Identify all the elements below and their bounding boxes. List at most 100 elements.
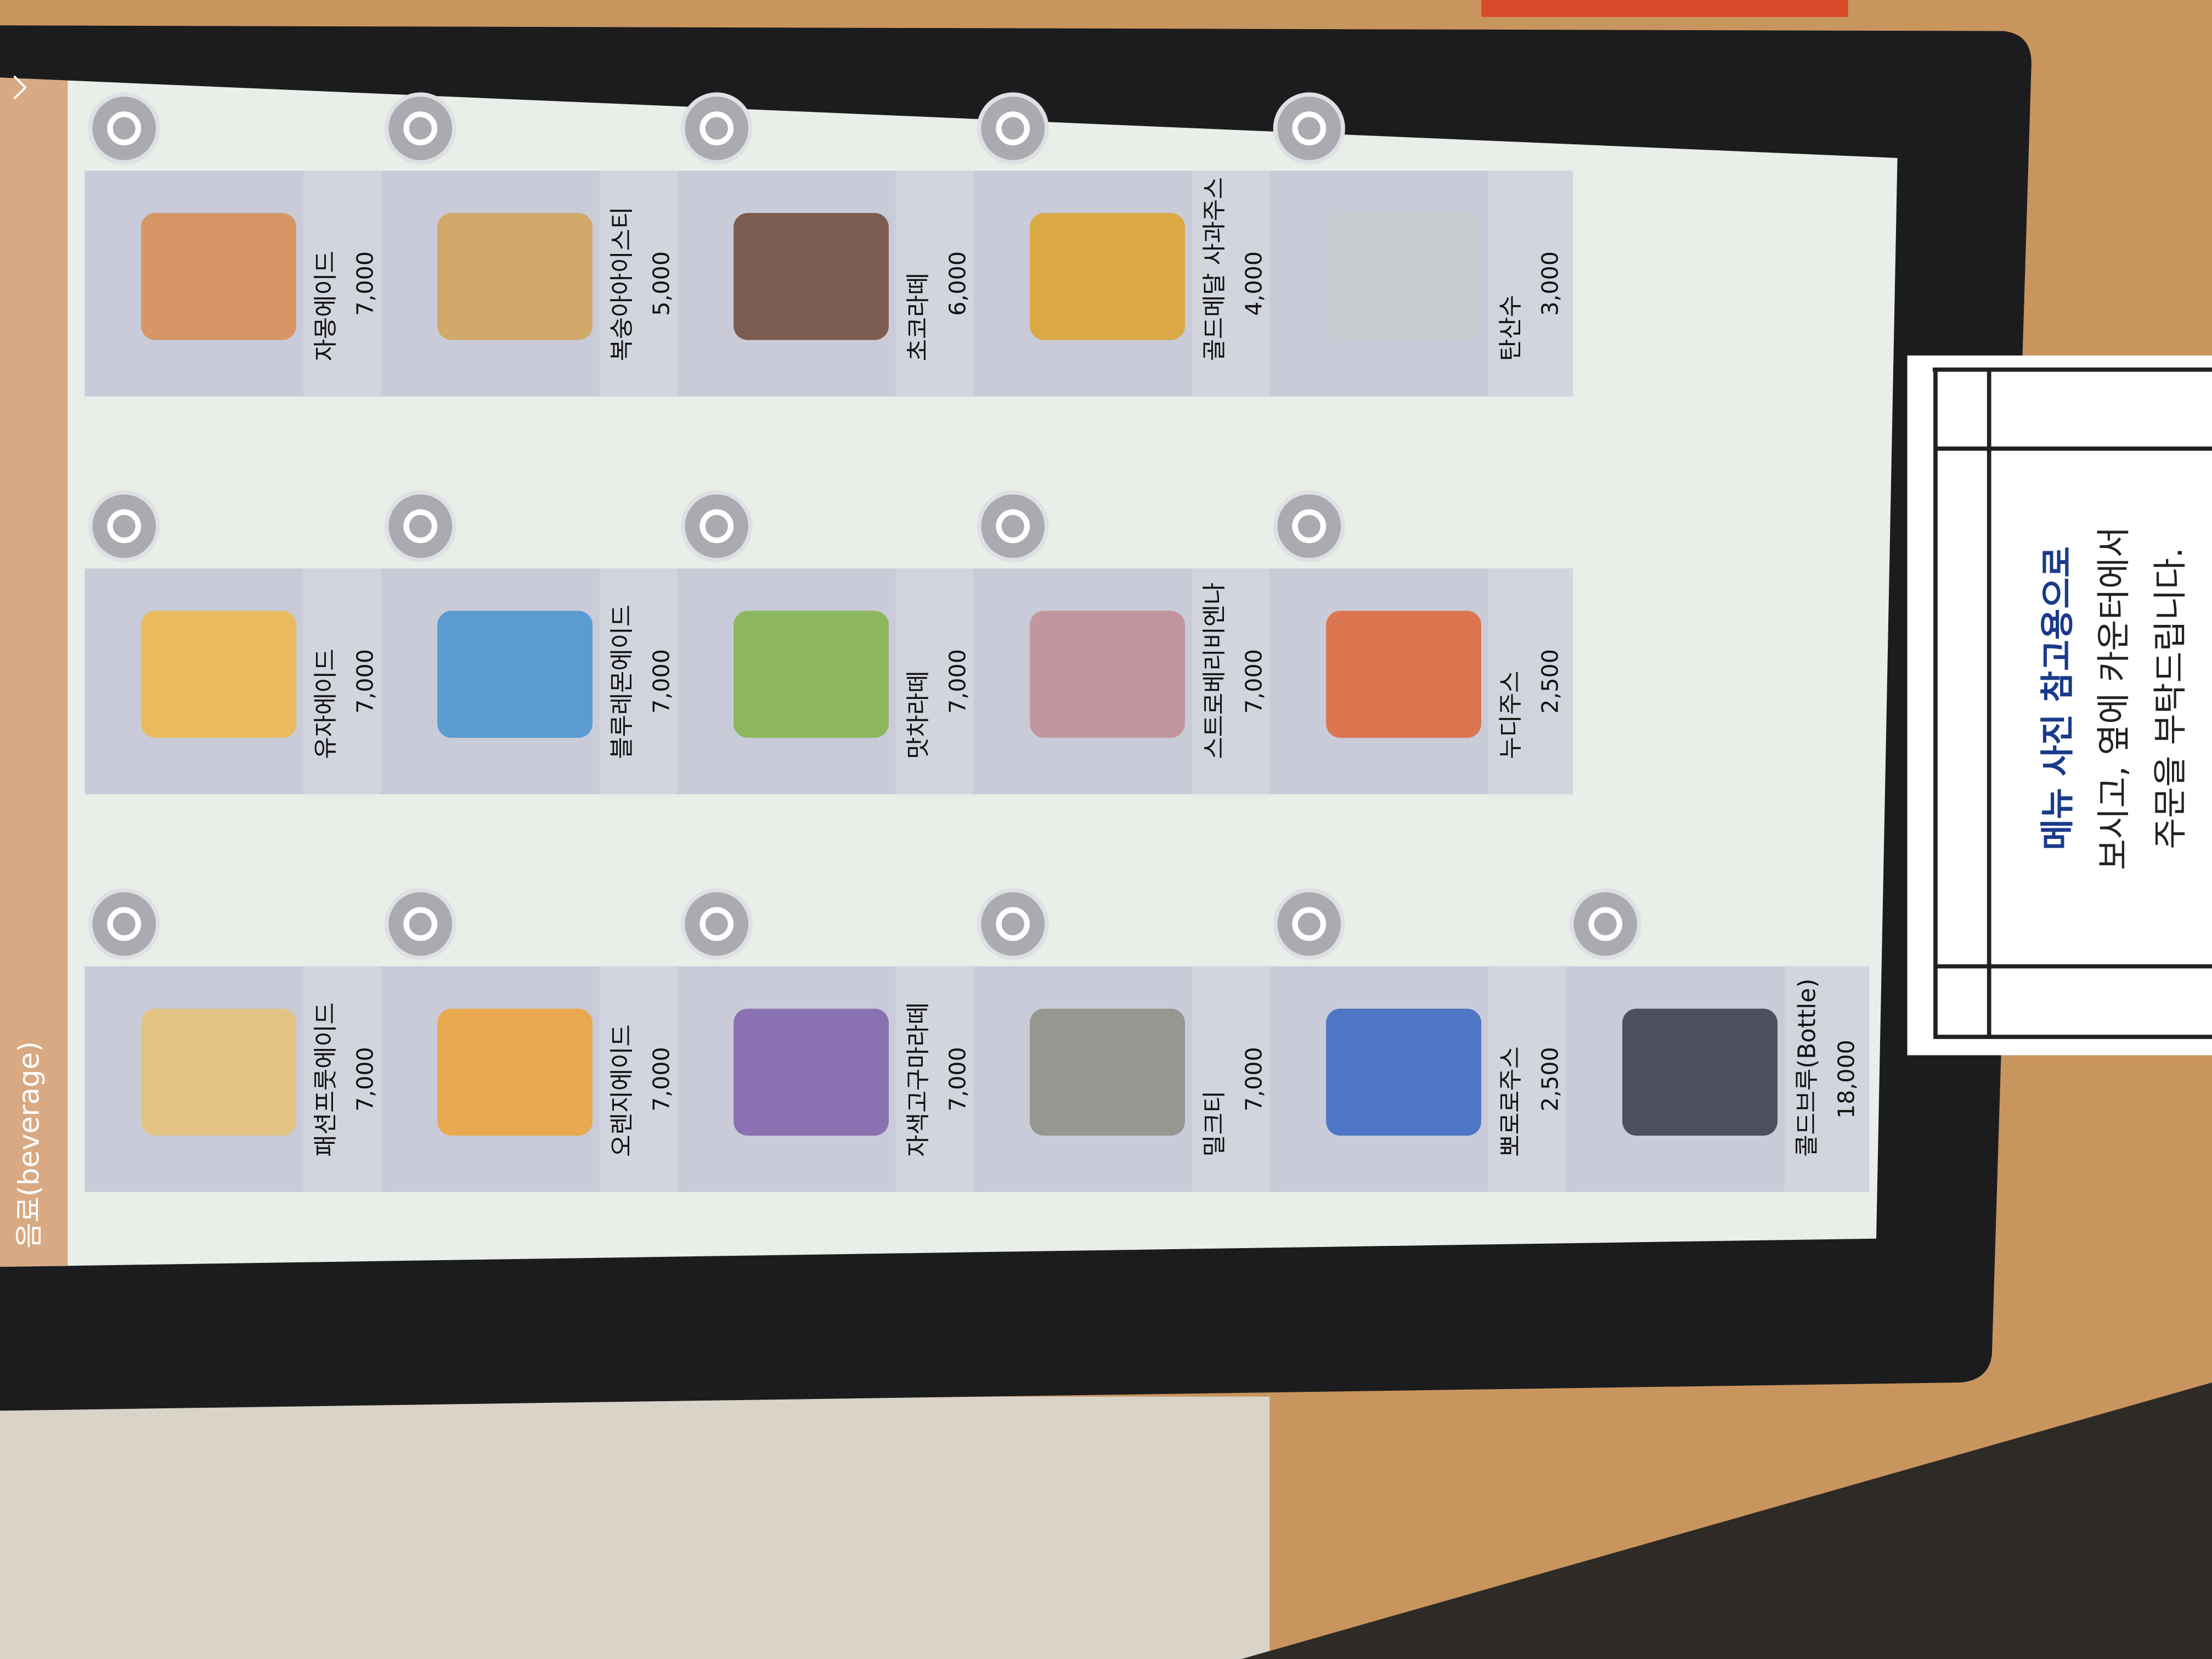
menu-item[interactable]: 자색고구마라떼 7,000 bbox=[677, 888, 981, 1192]
menu-item[interactable]: 맛차라떼 7,000 bbox=[677, 490, 981, 794]
sign-line: 메뉴 사진 참고용으로 bbox=[2038, 546, 2077, 850]
item-photo bbox=[733, 611, 889, 738]
menu-item[interactable]: 오렌지에이드 7,000 bbox=[381, 888, 685, 1192]
item-price: 5,000 bbox=[648, 251, 675, 316]
item-price: 7,000 bbox=[1241, 649, 1267, 714]
item-photo bbox=[437, 611, 592, 738]
item-name: 맛차라떼 bbox=[905, 671, 933, 759]
sign-text: 메뉴 사진 참고용으로 보시고, 옆에 카운터에서 주문을 부탁드립니다. bbox=[2038, 527, 2190, 871]
item-label-bg bbox=[1192, 966, 1277, 1192]
menu-item[interactable]: 유자에이드 7,000 bbox=[84, 490, 388, 794]
zoom-icon bbox=[699, 907, 734, 941]
menu-item[interactable]: 초코라떼 6,000 bbox=[677, 92, 981, 397]
item-label-bg bbox=[599, 966, 685, 1192]
item-label-bg bbox=[1488, 966, 1573, 1192]
menu-item[interactable]: 패션프룻에이드 7,000 bbox=[84, 888, 388, 1192]
zoom-button bbox=[88, 92, 160, 165]
item-name: 오렌지에이드 bbox=[608, 1024, 636, 1156]
menu-item[interactable]: 블루레몬에이드 7,000 bbox=[381, 490, 685, 794]
counter-shadow bbox=[1241, 1383, 2212, 1659]
item-label-bg bbox=[895, 171, 981, 397]
menu-item[interactable]: 뽀로로주스 2,500 bbox=[1269, 888, 1573, 1192]
item-label-bg bbox=[303, 966, 388, 1192]
zoom-icon bbox=[996, 509, 1030, 544]
item-price: 3,000 bbox=[1537, 251, 1564, 316]
item-name: 초코라떼 bbox=[905, 273, 933, 361]
menu-item[interactable]: 누디주스 2,500 bbox=[1269, 490, 1573, 794]
item-label-bg bbox=[1488, 568, 1573, 794]
item-name: 스트로베리비엔나 bbox=[1201, 583, 1229, 759]
zoom-icon bbox=[996, 907, 1030, 941]
zoom-icon bbox=[107, 907, 142, 941]
zoom-icon bbox=[699, 111, 734, 145]
menu-item[interactable]: 콜드브루(Bottle) 18,000 bbox=[1566, 888, 1870, 1192]
item-label-bg bbox=[303, 171, 388, 397]
item-price: 7,000 bbox=[945, 649, 971, 714]
floor bbox=[0, 1396, 1270, 1659]
item-label-bg bbox=[1192, 171, 1277, 397]
zoom-button bbox=[88, 888, 160, 960]
zoom-button bbox=[680, 888, 753, 960]
zoom-button bbox=[384, 92, 456, 165]
zoom-button bbox=[384, 888, 456, 960]
item-label-bg bbox=[895, 966, 981, 1192]
item-name: 자색고구마라떼 bbox=[905, 1002, 933, 1156]
item-label-bg bbox=[599, 568, 685, 794]
item-photo bbox=[1030, 611, 1185, 738]
item-photo bbox=[1326, 1008, 1482, 1136]
item-label-bg bbox=[303, 568, 388, 794]
item-price: 7,000 bbox=[648, 1047, 675, 1111]
item-label-bg bbox=[599, 171, 685, 397]
dropdown-arrow bbox=[13, 75, 27, 100]
item-price: 2,500 bbox=[1537, 1047, 1564, 1111]
item-price: 7,000 bbox=[945, 1047, 971, 1111]
zoom-button bbox=[1569, 888, 1641, 960]
menu-item[interactable]: 골드메달 사과주스 4,000 bbox=[973, 92, 1277, 397]
zoom-button bbox=[680, 490, 753, 562]
item-photo bbox=[733, 213, 889, 340]
sign-card bbox=[1907, 356, 2212, 1056]
item-label-bg bbox=[1784, 966, 1870, 1192]
item-price: 6,000 bbox=[945, 251, 971, 316]
object-top bbox=[1481, 0, 1848, 17]
item-name: 복숭아아이스티 bbox=[608, 207, 636, 361]
item-price: 4,000 bbox=[1241, 251, 1267, 316]
item-price: 7,000 bbox=[352, 1047, 379, 1111]
item-name: 유자에이드 bbox=[312, 648, 340, 759]
item-price: 7,000 bbox=[352, 649, 379, 714]
menu-item[interactable]: 복숭아아이스티 5,000 bbox=[381, 92, 685, 397]
item-photo bbox=[141, 1008, 296, 1136]
item-photo bbox=[141, 213, 296, 340]
item-price: 2,500 bbox=[1537, 649, 1564, 714]
item-name: 밀크티 bbox=[1201, 1091, 1229, 1157]
zoom-button bbox=[977, 92, 1049, 165]
zoom-button bbox=[977, 490, 1049, 562]
item-photo bbox=[437, 1008, 592, 1136]
zoom-button bbox=[88, 490, 160, 562]
item-price: 7,000 bbox=[1241, 1047, 1267, 1111]
zoom-button bbox=[977, 888, 1049, 960]
item-price: 18,000 bbox=[1833, 1040, 1860, 1119]
item-photo bbox=[1326, 611, 1482, 738]
menu-item[interactable]: 탄산수 3,000 bbox=[1269, 92, 1573, 397]
sign-line: 주문을 부탁드립니다. bbox=[2151, 548, 2190, 849]
item-label-bg bbox=[895, 568, 981, 794]
zoom-button bbox=[680, 92, 753, 165]
zoom-icon bbox=[996, 111, 1030, 145]
zoom-icon bbox=[699, 509, 734, 544]
item-name: 누디주스 bbox=[1497, 671, 1525, 759]
zoom-icon bbox=[1588, 907, 1623, 941]
menu-item[interactable]: 자몽에이드 7,000 bbox=[84, 92, 388, 397]
zoom-icon bbox=[107, 111, 142, 145]
menu-item[interactable]: 스트로베리비엔나 7,000 bbox=[973, 490, 1277, 794]
item-price: 7,000 bbox=[648, 649, 675, 714]
menu-item[interactable]: 밀크티 7,000 bbox=[973, 888, 1277, 1192]
zoom-button bbox=[1273, 888, 1345, 960]
item-photo bbox=[141, 611, 296, 738]
item-name: 콜드브루(Bottle) bbox=[1793, 979, 1821, 1157]
item-label-bg bbox=[1192, 568, 1277, 794]
zoom-icon bbox=[403, 111, 438, 145]
item-photo bbox=[1030, 1008, 1185, 1136]
